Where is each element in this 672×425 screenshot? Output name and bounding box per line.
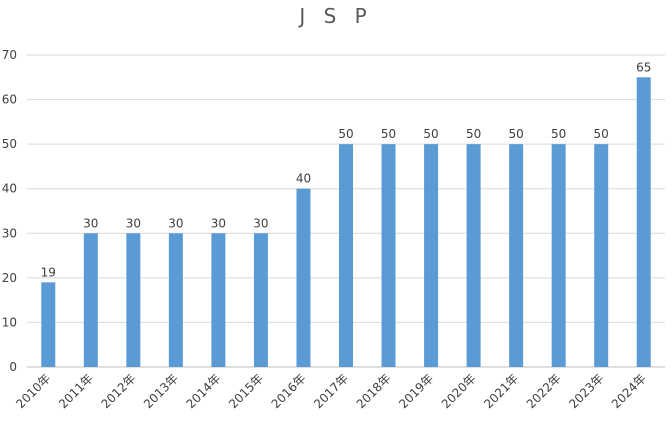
- bar: [424, 144, 439, 367]
- bar: [381, 144, 396, 367]
- data-label: 50: [466, 127, 481, 141]
- y-tick-label: 50: [2, 137, 17, 151]
- data-label: 30: [253, 216, 268, 230]
- x-tick-label: 2016年: [269, 371, 309, 411]
- chart-title: J S P: [299, 4, 373, 28]
- bar: [636, 77, 651, 368]
- x-tick-label: 2013年: [141, 371, 181, 411]
- y-tick-label: 20: [2, 271, 17, 285]
- x-tick-label: 2021年: [481, 371, 521, 411]
- data-label: 50: [594, 127, 609, 141]
- x-tick-label: 2019年: [396, 371, 436, 411]
- data-label: 50: [508, 127, 523, 141]
- bar: [296, 188, 311, 367]
- data-label: 30: [83, 216, 98, 230]
- x-tick-label: 2017年: [311, 371, 351, 411]
- bar: [83, 233, 98, 367]
- data-label: 40: [296, 172, 311, 186]
- bar: [211, 233, 226, 367]
- x-tick-label: 2022年: [524, 371, 564, 411]
- data-label: 19: [41, 265, 56, 279]
- data-label: 50: [551, 127, 566, 141]
- y-tick-label: 40: [2, 182, 17, 196]
- y-tick-label: 60: [2, 93, 17, 107]
- data-label: 30: [211, 216, 226, 230]
- data-label: 30: [126, 216, 141, 230]
- x-tick-label: 2020年: [439, 371, 479, 411]
- bar: [253, 233, 268, 367]
- x-tick-label: 2014年: [184, 371, 224, 411]
- data-label: 65: [636, 60, 651, 74]
- y-tick-label: 30: [2, 226, 17, 240]
- data-label: 30: [168, 216, 183, 230]
- x-tick-label: 2018年: [354, 371, 394, 411]
- y-tick-label: 0: [9, 360, 17, 374]
- x-tick-label: 2010年: [13, 371, 53, 411]
- x-tick-label: 2011年: [56, 371, 96, 411]
- x-tick-label: 2024年: [609, 371, 649, 411]
- bar: [551, 144, 566, 367]
- bar: [466, 144, 481, 367]
- bar: [41, 282, 56, 367]
- bar: [509, 144, 524, 367]
- data-label: 50: [423, 127, 438, 141]
- bar: [168, 233, 183, 367]
- x-tick-label: 2012年: [98, 371, 138, 411]
- bar: [594, 144, 609, 367]
- x-tick-label: 2023年: [566, 371, 606, 411]
- bar: [126, 233, 141, 367]
- data-label: 50: [381, 127, 396, 141]
- bar: [339, 144, 353, 367]
- x-tick-label: 2015年: [226, 371, 266, 411]
- y-tick-label: 10: [2, 315, 17, 329]
- data-label: 50: [338, 127, 353, 141]
- y-tick-label: 70: [2, 48, 17, 62]
